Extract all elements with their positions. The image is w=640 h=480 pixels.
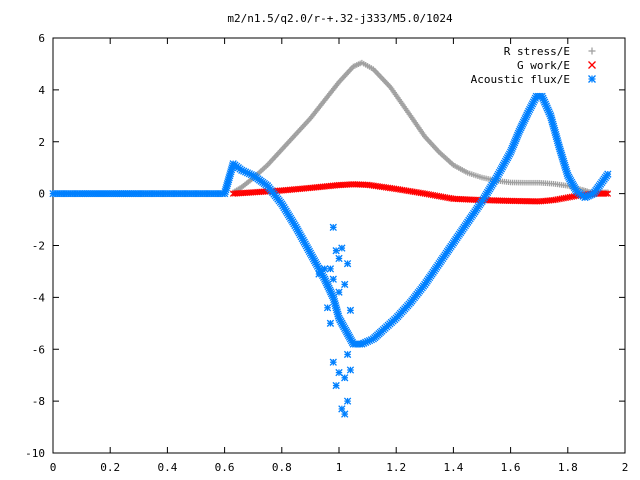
y-tick-label: -10 bbox=[25, 447, 45, 460]
legend-marker bbox=[588, 75, 596, 83]
x-tick-label: 1.6 bbox=[501, 461, 521, 474]
data-point bbox=[343, 397, 352, 405]
x-tick-label: 0.4 bbox=[157, 461, 177, 474]
x-tick-label: 1.4 bbox=[443, 461, 463, 474]
data-point bbox=[323, 304, 332, 312]
data-point bbox=[329, 223, 337, 232]
x-tick-label: 0.6 bbox=[215, 461, 235, 474]
axes: 0 0.2 0.4 0.6 0.8 1 1.2 1.4 1.6 1.8 2 -10 -8 -6 -4 -2 0 2… bbox=[25, 32, 628, 474]
data-point bbox=[329, 275, 337, 283]
data-point bbox=[338, 244, 346, 252]
legend-marker bbox=[588, 61, 596, 69]
y-tick-label: 0 bbox=[38, 188, 45, 201]
data-point bbox=[335, 288, 343, 296]
legend-label: G work/E bbox=[517, 59, 570, 72]
data-point bbox=[326, 265, 335, 273]
x-tick-label: 0.8 bbox=[272, 461, 292, 474]
data-point bbox=[323, 280, 332, 289]
y-tick-label: 4 bbox=[38, 84, 45, 97]
x-tick-label: 1.8 bbox=[558, 461, 578, 474]
data-point bbox=[329, 358, 337, 366]
y-tick-label: 2 bbox=[38, 136, 45, 149]
x-tick-label: 0.2 bbox=[100, 461, 120, 474]
data-point bbox=[335, 254, 343, 263]
y-tick-label: 6 bbox=[38, 32, 45, 45]
legend-label: R stress/E bbox=[504, 45, 570, 58]
data-point bbox=[341, 280, 349, 289]
data-point bbox=[346, 306, 355, 315]
y-tick-label: -2 bbox=[32, 240, 45, 253]
data-point bbox=[332, 247, 340, 255]
data-point bbox=[604, 190, 612, 197]
x-tick-label: 1.2 bbox=[386, 461, 406, 474]
data-point bbox=[343, 259, 352, 268]
y-tick-label: -6 bbox=[32, 343, 45, 356]
x-tick-label: 1 bbox=[336, 461, 343, 474]
data-point bbox=[332, 381, 340, 390]
x-tick-label: 2 bbox=[622, 461, 629, 474]
series-2 bbox=[49, 92, 612, 418]
data-point bbox=[341, 374, 349, 382]
plot-marks bbox=[49, 59, 612, 418]
data-point bbox=[321, 265, 329, 273]
data-point bbox=[346, 366, 355, 374]
data-point bbox=[315, 270, 323, 278]
legend-label: Acoustic flux/E bbox=[471, 73, 570, 86]
legend-marker bbox=[588, 47, 596, 55]
data-point bbox=[604, 170, 612, 178]
series-1 bbox=[229, 181, 612, 205]
y-tick-label: -8 bbox=[32, 395, 45, 408]
data-point bbox=[335, 368, 343, 377]
chart-title: m2/n1.5/q2.0/r-+.32-j333/M5.0/1024 bbox=[227, 12, 453, 25]
x-tick-label: 0 bbox=[50, 461, 57, 474]
data-point bbox=[326, 319, 335, 327]
data-point bbox=[341, 410, 349, 418]
data-point bbox=[602, 190, 610, 197]
data-point bbox=[343, 350, 352, 359]
y-tick-label: -4 bbox=[32, 291, 46, 304]
